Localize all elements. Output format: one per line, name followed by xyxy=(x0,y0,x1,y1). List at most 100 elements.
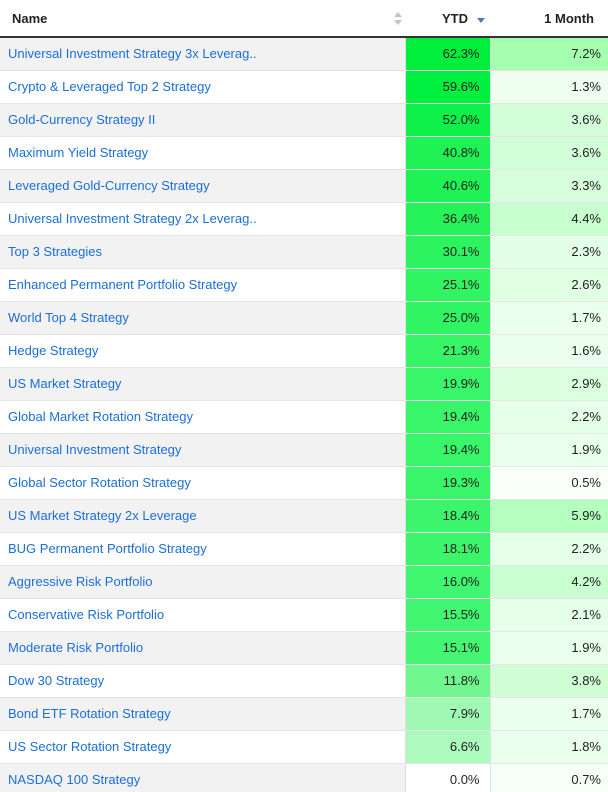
table-row: Top 3 Strategies 30.1% 2.3% xyxy=(0,235,608,269)
strategy-name-cell: Leveraged Gold-Currency Strategy xyxy=(0,169,405,203)
ytd-return-cell: 59.6% xyxy=(404,70,490,104)
one-month-return-cell: 4.2% xyxy=(489,565,608,599)
strategy-link[interactable]: NASDAQ 100 Strategy xyxy=(8,772,141,787)
strategy-name-cell: US Market Strategy xyxy=(0,367,405,401)
sort-descending-icon[interactable] xyxy=(477,12,485,25)
one-month-return-cell: 1.9% xyxy=(489,433,608,467)
table-row: Enhanced Permanent Portfolio Strategy 25.… xyxy=(0,268,608,302)
strategy-link[interactable]: Enhanced Permanent Portfolio Strategy xyxy=(8,277,238,292)
ytd-return-cell: 0.0% xyxy=(404,763,490,792)
table-row: Conservative Risk Portfolio 15.5% 2.1% xyxy=(0,598,608,632)
strategy-name-cell: NASDAQ 100 Strategy xyxy=(0,763,405,792)
one-month-return-cell: 2.9% xyxy=(489,367,608,401)
ytd-return-cell: 62.3% xyxy=(404,37,490,71)
strategy-link[interactable]: Top 3 Strategies xyxy=(8,244,102,259)
table-row: Gold-Currency Strategy II 52.0% 3.6% xyxy=(0,103,608,137)
ytd-return-cell: 15.5% xyxy=(404,598,490,632)
strategy-link[interactable]: Aggressive Risk Portfolio xyxy=(8,574,153,589)
table-row: BUG Permanent Portfolio Strategy 18.1% 2.2… xyxy=(0,532,608,566)
strategy-name-cell: Global Sector Rotation Strategy xyxy=(0,466,405,500)
one-month-return-cell: 2.2% xyxy=(489,532,608,566)
one-month-return-cell: 4.4% xyxy=(489,202,608,236)
column-header-1-month[interactable]: 1 Month xyxy=(490,0,608,38)
strategy-name-cell: Dow 30 Strategy xyxy=(0,664,405,698)
strategy-link[interactable]: Universal Investment Strategy xyxy=(8,442,182,457)
strategy-link[interactable]: World Top 4 Strategy xyxy=(8,310,129,325)
table-row: Hedge Strategy 21.3% 1.6% xyxy=(0,334,608,368)
strategy-name-cell: Gold-Currency Strategy II xyxy=(0,103,405,137)
column-header-name-label: Name xyxy=(12,10,48,26)
one-month-return-cell: 2.2% xyxy=(489,400,608,434)
strategy-link[interactable]: Universal Investment Strategy 2x Leverag… xyxy=(8,211,257,226)
table-row: US Market Strategy 2x Leverage 18.4% 5.9% xyxy=(0,499,608,533)
strategy-name-cell: BUG Permanent Portfolio Strategy xyxy=(0,532,405,566)
ytd-return-cell: 6.6% xyxy=(404,730,490,764)
strategy-name-cell: Top 3 Strategies xyxy=(0,235,405,269)
table-row: Bond ETF Rotation Strategy 7.9% 1.7% xyxy=(0,697,608,731)
strategy-link[interactable]: Bond ETF Rotation Strategy xyxy=(8,706,171,721)
one-month-return-cell: 1.8% xyxy=(489,730,608,764)
ytd-return-cell: 18.4% xyxy=(404,499,490,533)
ytd-return-cell: 19.9% xyxy=(404,367,490,401)
table-row: US Sector Rotation Strategy 6.6% 1.8% xyxy=(0,730,608,764)
ytd-return-cell: 15.1% xyxy=(404,631,490,665)
strategy-name-cell: World Top 4 Strategy xyxy=(0,301,405,335)
ytd-return-cell: 19.4% xyxy=(404,433,490,467)
one-month-return-cell: 1.3% xyxy=(489,70,608,104)
strategy-link[interactable]: Dow 30 Strategy xyxy=(8,673,105,688)
ytd-return-cell: 7.9% xyxy=(404,697,490,731)
strategy-link[interactable]: Crypto & Leveraged Top 2 Strategy xyxy=(8,79,211,94)
one-month-return-cell: 3.6% xyxy=(489,103,608,137)
ytd-return-cell: 52.0% xyxy=(404,103,490,137)
one-month-return-cell: 1.9% xyxy=(489,631,608,665)
one-month-return-cell: 3.3% xyxy=(489,169,608,203)
strategy-name-cell: US Market Strategy 2x Leverage xyxy=(0,499,405,533)
table-row: Universal Investment Strategy 19.4% 1.9% xyxy=(0,433,608,467)
strategy-name-cell: Universal Investment Strategy xyxy=(0,433,405,467)
one-month-return-cell: 5.9% xyxy=(489,499,608,533)
one-month-return-cell: 3.8% xyxy=(489,664,608,698)
strategy-link[interactable]: Conservative Risk Portfolio xyxy=(8,607,165,622)
table-row: Global Market Rotation Strategy 19.4% 2.2% xyxy=(0,400,608,434)
table-row: Universal Investment Strategy 3x Leverag… xyxy=(0,37,608,71)
strategy-link[interactable]: US Sector Rotation Strategy xyxy=(8,739,172,754)
strategy-link[interactable]: US Market Strategy 2x Leverage xyxy=(8,508,197,523)
one-month-return-cell: 2.6% xyxy=(489,268,608,302)
strategy-name-cell: Crypto & Leveraged Top 2 Strategy xyxy=(0,70,405,104)
strategy-link[interactable]: Universal Investment Strategy 3x Leverag… xyxy=(8,46,257,62)
strategy-link[interactable]: Hedge Strategy xyxy=(8,343,99,358)
strategy-link[interactable]: Moderate Risk Portfolio xyxy=(8,640,144,655)
strategy-name-cell: Global Market Rotation Strategy xyxy=(0,400,405,434)
strategy-name-cell: Hedge Strategy xyxy=(0,334,405,368)
one-month-return-cell: 1.7% xyxy=(489,301,608,335)
strategy-name-cell: US Sector Rotation Strategy xyxy=(0,730,405,764)
strategy-link[interactable]: Gold-Currency Strategy II xyxy=(8,112,156,127)
column-header-ytd[interactable]: YTD xyxy=(405,0,490,38)
strategy-link[interactable]: US Market Strategy xyxy=(8,376,122,391)
table-row: Leveraged Gold-Currency Strategy 40.6% 3.3… xyxy=(0,169,608,203)
one-month-return-cell: 2.3% xyxy=(489,235,608,269)
strategy-name-cell: Bond ETF Rotation Strategy xyxy=(0,697,405,731)
strategy-name-cell: Universal Investment Strategy 2x Leverag… xyxy=(0,202,405,236)
strategy-link[interactable]: Global Sector Rotation Strategy xyxy=(8,475,191,490)
strategy-link[interactable]: Maximum Yield Strategy xyxy=(8,145,149,160)
column-header-name[interactable]: Name xyxy=(0,0,405,38)
strategy-name-cell: Aggressive Risk Portfolio xyxy=(0,565,405,599)
one-month-return-cell: 2.1% xyxy=(489,598,608,632)
table-header: Name YTD 1 Month xyxy=(0,0,608,38)
strategy-link[interactable]: Global Market Rotation Strategy xyxy=(8,409,193,424)
sort-both-icon[interactable] xyxy=(394,12,402,25)
column-header-ytd-label: YTD xyxy=(442,10,468,26)
table-body: Universal Investment Strategy 3x Leverag… xyxy=(0,37,608,792)
ytd-return-cell: 40.6% xyxy=(404,169,490,203)
ytd-return-cell: 40.8% xyxy=(404,136,490,170)
strategy-name-cell: Maximum Yield Strategy xyxy=(0,136,405,170)
column-header-1-month-label: 1 Month xyxy=(544,10,594,26)
header-row: Name YTD 1 Month xyxy=(0,0,608,38)
strategy-link[interactable]: BUG Permanent Portfolio Strategy xyxy=(8,541,207,556)
table-row: Aggressive Risk Portfolio 16.0% 4.2% xyxy=(0,565,608,599)
ytd-return-cell: 21.3% xyxy=(404,334,490,368)
strategy-name-cell: Conservative Risk Portfolio xyxy=(0,598,405,632)
strategy-link[interactable]: Leveraged Gold-Currency Strategy xyxy=(8,178,210,193)
